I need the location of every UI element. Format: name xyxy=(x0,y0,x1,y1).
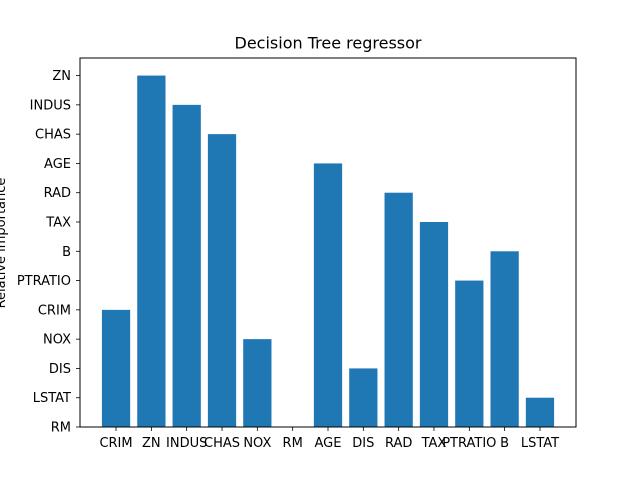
x-tick-label-dis: DIS xyxy=(352,436,374,451)
y-tick-label-ptratio: PTRATIO xyxy=(17,274,71,289)
bar-dis xyxy=(349,368,378,427)
x-tick-label-chas: CHAS xyxy=(204,436,240,451)
y-tick-label-chas: CHAS xyxy=(35,128,71,143)
x-tick-label-nox: NOX xyxy=(243,436,271,451)
y-axis-label: Relative importance xyxy=(0,178,9,309)
bar-nox xyxy=(243,339,272,427)
bar-zn xyxy=(137,75,166,428)
bar-tax xyxy=(419,222,449,427)
y-tick-label-lstat: LSTAT xyxy=(33,391,71,406)
bar-chas xyxy=(207,134,237,427)
bar-indus xyxy=(172,104,201,427)
y-tick-label-crim: CRIM xyxy=(38,303,71,318)
x-tick-label-rad: RAD xyxy=(385,436,412,451)
bar-ptratio xyxy=(455,280,484,427)
chart-title: Decision Tree regressor xyxy=(235,34,422,53)
y-tick-label-dis: DIS xyxy=(49,362,71,377)
x-tick-label-b: B xyxy=(500,436,509,451)
bars-group xyxy=(101,75,555,428)
y-tick-label-rad: RAD xyxy=(44,186,71,201)
y-tick-label-age: AGE xyxy=(44,157,71,172)
y-axis-ticks: RM LSTAT DIS NOX CRIM PTRATIO B TAX RAD AGE CHAS IN… xyxy=(17,69,80,436)
x-tick-label-tax: TAX xyxy=(421,436,447,451)
bar-rad xyxy=(384,192,413,427)
y-tick-label-zn: ZN xyxy=(52,69,71,84)
x-tick-label-indus: INDUS xyxy=(166,436,207,451)
x-tick-label-rm: RM xyxy=(283,436,303,451)
y-tick-label-nox: NOX xyxy=(43,333,71,348)
bar-b xyxy=(490,251,519,427)
y-tick-label-rm: RM xyxy=(51,421,71,436)
y-tick-label-tax: TAX xyxy=(45,216,71,231)
x-tick-label-lstat: LSTAT xyxy=(521,436,559,451)
bar-age xyxy=(313,163,343,427)
x-tick-label-ptratio: PTRATIO xyxy=(442,436,496,451)
y-tick-label-b: B xyxy=(62,245,71,260)
bar-lstat xyxy=(525,397,555,427)
bar-crim xyxy=(101,309,131,427)
x-tick-label-zn: ZN xyxy=(142,436,161,451)
y-tick-label-indus: INDUS xyxy=(30,98,71,113)
x-tick-label-age: AGE xyxy=(315,436,342,451)
x-tick-label-crim: CRIM xyxy=(99,436,132,451)
plot-area-frame xyxy=(79,57,577,428)
